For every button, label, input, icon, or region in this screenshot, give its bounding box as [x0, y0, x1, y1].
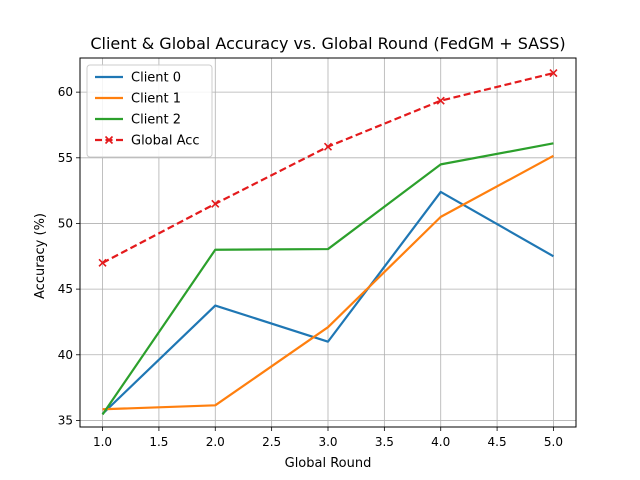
y-tick-label: 50 — [58, 216, 73, 230]
x-tick-label: 3.0 — [318, 435, 337, 449]
legend: Client 0 Client 1 Client 2 Global Acc — [86, 64, 213, 158]
x-tick-label: 1.0 — [93, 435, 112, 449]
data-point-marker — [436, 96, 445, 105]
series-4 — [98, 69, 558, 267]
y-tick-label: 55 — [58, 151, 73, 165]
data-point-marker — [323, 142, 333, 151]
legend-label: Client 0 — [131, 71, 181, 86]
x-tick-label: 2.5 — [262, 435, 281, 449]
series-line — [101, 190, 554, 415]
legend-label: Client 2 — [131, 113, 181, 128]
legend-label: Client 1 — [131, 92, 181, 107]
series-1 — [101, 190, 554, 415]
series-line — [101, 142, 554, 416]
y-tick-label: 40 — [58, 348, 73, 362]
axis-ticks: 1.0 1.5 2.0 2.5 3.0 3.5 4.0 4.5 5.0 35 40 45 50 55 60 — [58, 85, 563, 449]
data-point-marker — [98, 258, 107, 267]
x-tick-label: 1.5 — [149, 435, 168, 449]
x-tick-label: 4.5 — [488, 435, 507, 449]
y-tick-label: 60 — [58, 85, 73, 99]
y-axis-label: Accuracy (%) — [33, 213, 48, 299]
legend-marker — [104, 135, 114, 145]
legend-box — [86, 64, 213, 158]
chart-title: Client & Global Accuracy vs. Global Roun… — [90, 34, 565, 53]
data-point-marker — [211, 199, 220, 208]
y-tick-label: 35 — [58, 413, 73, 427]
series-2 — [102, 154, 554, 411]
x-tick-label: 2.0 — [206, 435, 225, 449]
data-point-marker — [549, 69, 558, 78]
series-line — [102, 154, 554, 411]
legend-label: Global Acc — [131, 134, 200, 149]
y-tick-label: 45 — [58, 282, 73, 296]
series-group — [98, 69, 558, 416]
series-3 — [101, 142, 554, 416]
grid — [80, 58, 576, 427]
x-tick-label: 4.0 — [431, 435, 450, 449]
x-tick-label: 5.0 — [544, 435, 563, 449]
x-axis-label: Global Round — [285, 456, 372, 471]
x-tick-label: 3.5 — [375, 435, 394, 449]
